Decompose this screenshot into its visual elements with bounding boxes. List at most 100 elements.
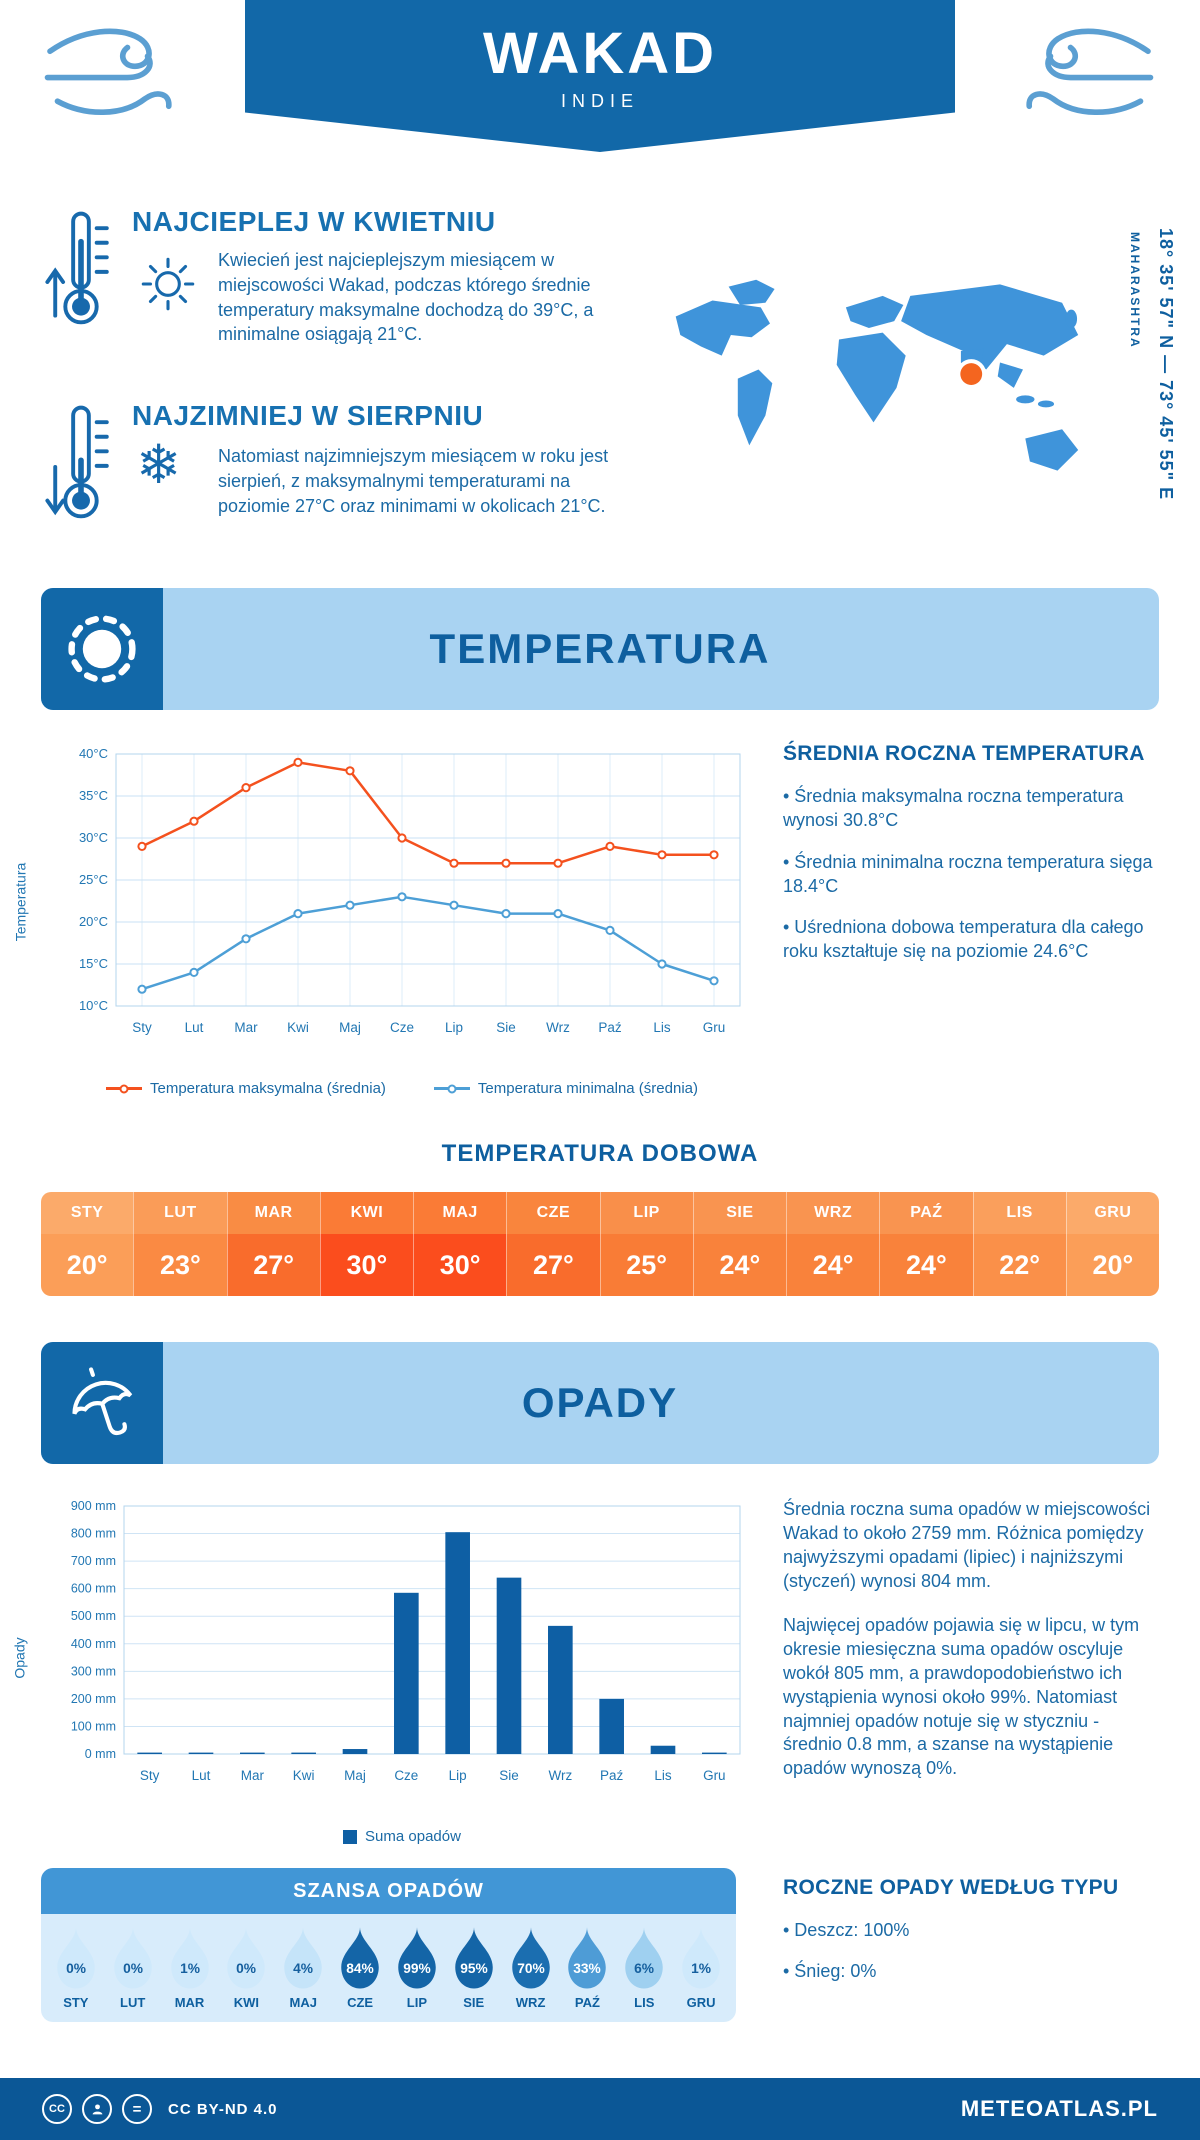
daily-temp-value: 20° <box>41 1234 134 1296</box>
svg-text:Lip: Lip <box>445 1020 463 1035</box>
temperature-summary: ŚREDNIA ROCZNA TEMPERATURA • Średnia mak… <box>783 742 1159 981</box>
svg-text:99%: 99% <box>403 1961 431 1976</box>
svg-text:Lut: Lut <box>185 1020 204 1035</box>
precipitation-summary: Średnia roczna suma opadów w miejscowośc… <box>783 1498 1159 1801</box>
svg-text:400 mm: 400 mm <box>71 1637 116 1651</box>
wind-swirl-icon <box>1008 16 1158 134</box>
precip-chance-month: KWI <box>233 1995 260 2010</box>
umbrella-banner-icon <box>41 1342 163 1464</box>
svg-text:95%: 95% <box>460 1961 488 1976</box>
precip-type-title: ROCZNE OPADY WEDŁUG TYPU <box>783 1876 1119 1899</box>
sun-icon <box>134 250 202 323</box>
svg-text:500 mm: 500 mm <box>71 1609 116 1623</box>
raindrop-icon: 4% <box>284 1927 322 1989</box>
svg-text:70%: 70% <box>517 1961 545 1976</box>
temp-summary-bullet: • Średnia minimalna roczna temperatura s… <box>783 851 1153 896</box>
svg-text:Lis: Lis <box>653 1020 671 1035</box>
raindrop-icon: 0% <box>227 1927 266 1989</box>
svg-text:35°C: 35°C <box>79 788 108 803</box>
region-name: MAHARASHTRA <box>1128 232 1142 349</box>
precip-chance-item: 99% LIP <box>389 1926 445 2010</box>
legend-label: Suma opadów <box>365 1828 461 1845</box>
daily-temp-value: 24° <box>786 1234 880 1296</box>
precipitation-section-banner: OPADY <box>41 1342 1159 1464</box>
precip-paragraph: Najwięcej opadów pojawia się w lipcu, w … <box>783 1614 1140 1779</box>
temperature-section-title: TEMPERATURA <box>429 625 771 672</box>
daily-temp-value: 30° <box>413 1234 507 1296</box>
raindrop-icon: 1% <box>170 1927 209 1989</box>
raindrop-icon: 0% <box>57 1927 95 1989</box>
site-name: METEOATLAS.PL <box>960 2096 1158 2121</box>
precip-chance-item: 0% LUT <box>105 1926 161 2010</box>
daily-temperature-table: STY LUT MAR KWI MAJ CZE LIP SIE WRZ PAŹ LIS GRU 20°… <box>41 1192 1159 1296</box>
temperature-line-chart: 10°C 15°C 20°C 25°C 30°C 35°C 40°C Sty Lut Mar Kwi… <box>79 746 741 1035</box>
license-group: CC = CC BY-ND 4.0 <box>42 2094 278 2124</box>
precip-chance-month: LIS <box>634 1995 655 2010</box>
svg-text:0%: 0% <box>66 1961 86 1976</box>
coordinates: 18° 35' 57" N — 73° 45' 55" E <box>1156 228 1176 501</box>
precipitation-bar-chart: 0 mm 100 mm 200 mm 300 mm 400 mm 500 mm 600 mm… <box>71 1499 741 1783</box>
raindrop-icon: 33% <box>568 1927 607 1989</box>
svg-text:Lut: Lut <box>192 1768 211 1783</box>
raindrop-icon: 70% <box>511 1927 550 1989</box>
daily-temp-month: LUT <box>133 1192 227 1234</box>
svg-text:Cze: Cze <box>394 1768 418 1783</box>
daily-temp-month: GRU <box>1065 1192 1159 1234</box>
svg-text:Sie: Sie <box>499 1768 519 1783</box>
legend-line-icon <box>105 1084 142 1093</box>
temp-summary-bullet: • Uśredniona dobowa temperatura dla całe… <box>783 917 1144 962</box>
svg-text:4%: 4% <box>293 1961 313 1976</box>
daily-temp-value: 30° <box>319 1234 413 1296</box>
warmest-month-title: NAJCIEPLEJ W KWIETNIU <box>132 206 496 237</box>
no-derivatives-icon: = <box>122 2094 152 2124</box>
daily-temp-value: 27° <box>506 1234 600 1296</box>
daily-temp-month: MAJ <box>413 1192 507 1234</box>
svg-text:Gru: Gru <box>703 1020 726 1035</box>
daily-temp-value: 20° <box>1065 1234 1159 1296</box>
wind-swirl-icon <box>40 16 190 134</box>
svg-text:100 mm: 100 mm <box>71 1719 116 1733</box>
precip-chance-month: LIP <box>406 1995 428 2010</box>
precip-chance-item: 95% SIE <box>446 1926 502 2010</box>
svg-text:200 mm: 200 mm <box>71 1692 116 1706</box>
svg-text:20°C: 20°C <box>79 914 108 929</box>
temperature-legend: Temperatura maksymalna (średnia) Temperat… <box>52 1080 752 1097</box>
daily-temp-month: WRZ <box>786 1192 880 1234</box>
svg-text:Maj: Maj <box>339 1020 361 1035</box>
svg-text:Mar: Mar <box>241 1768 265 1783</box>
svg-text:84%: 84% <box>346 1961 374 1976</box>
svg-text:6%: 6% <box>634 1961 654 1976</box>
precip-chance-module: SZANSA OPADÓW 0% STY 0% LUT 1% MAR 0% KWI 4% MAJ 8… <box>41 1868 736 2022</box>
svg-text:30°C: 30°C <box>79 830 108 845</box>
precip-chance-item: 1% MAR <box>162 1926 218 2010</box>
daily-temp-value: 24° <box>692 1234 786 1296</box>
svg-text:0%: 0% <box>236 1961 256 1976</box>
daily-temp-month: SIE <box>692 1192 786 1234</box>
svg-text:Wrz: Wrz <box>548 1768 572 1783</box>
legend-item: Temperatura maksymalna (średnia) <box>105 1080 386 1097</box>
svg-text:Lip: Lip <box>449 1768 467 1783</box>
precip-chance-month: MAJ <box>289 1995 317 2010</box>
temperature-axis-label: Temperatura <box>12 862 28 942</box>
precip-chance-month: CZE <box>347 1995 374 2010</box>
temp-summary-bullet: • Średnia maksymalna roczna temperatura … <box>783 786 1124 831</box>
legend-square-icon <box>343 1829 358 1844</box>
footer: CC = CC BY-ND 4.0 METEOATLAS.PL <box>0 2078 1200 2140</box>
svg-text:1%: 1% <box>180 1961 200 1976</box>
raindrop-icon: 95% <box>455 1927 493 1989</box>
svg-text:Maj: Maj <box>344 1768 366 1783</box>
title-banner: WAKAD INDIE <box>245 0 955 152</box>
license-label: CC BY-ND 4.0 <box>168 2100 278 2118</box>
coldest-month-text: Natomiast najzimniejszym miesiącem w rok… <box>218 446 609 516</box>
daily-temp-month: CZE <box>506 1192 600 1234</box>
precip-type-bullet: • Śnieg: 0% <box>783 1961 877 1982</box>
precip-chance-month: LUT <box>120 1995 146 2010</box>
svg-text:0 mm: 0 mm <box>85 1747 116 1761</box>
precip-chance-item: 1% GRU <box>673 1926 729 2010</box>
precipitation-chart: 0 mm 100 mm 200 mm 300 mm 400 mm 500 mm 600 mm… <box>52 1492 752 1829</box>
precip-chance-month: GRU <box>686 1995 716 2010</box>
daily-temp-month: STY <box>41 1192 134 1234</box>
daily-temp-month: PAŹ <box>879 1192 973 1234</box>
precip-chance-title: SZANSA OPADÓW <box>41 1868 736 1914</box>
